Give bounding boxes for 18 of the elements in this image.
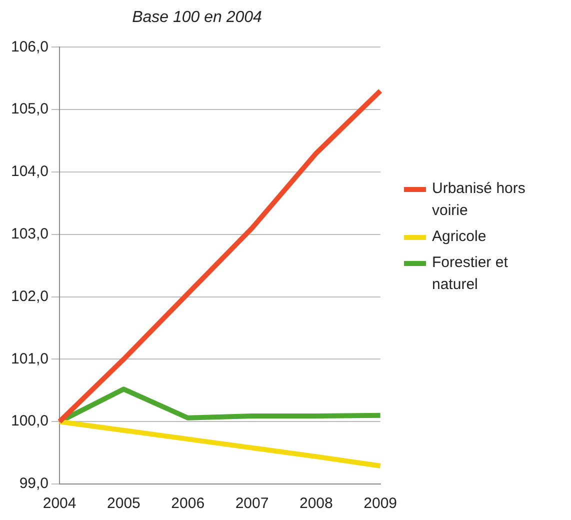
legend-label: Urbanisé hors voirie (432, 179, 526, 221)
chart-title: Base 100 en 2004 (132, 9, 262, 26)
x-tick-label: 2007 (235, 495, 269, 512)
y-tick-label: 101,0 (10, 350, 49, 368)
legend-label: Forestier et naturel (432, 253, 509, 295)
y-tick-label: 106,0 (10, 38, 49, 56)
y-tick-label: 105,0 (10, 100, 49, 118)
x-tick-label: 2006 (171, 495, 205, 512)
legend-label: Agricole (432, 227, 486, 247)
x-tick-label: 2008 (299, 495, 333, 512)
y-tick-label: 104,0 (10, 163, 49, 180)
x-tick-label: 2004 (42, 495, 76, 512)
y-tick-label: 99,0 (19, 475, 49, 492)
y-tick-label: 100,0 (10, 412, 49, 430)
x-tick-label: 2005 (107, 495, 140, 512)
x-tick-label: 2009 (364, 495, 398, 512)
y-tick-label: 103,0 (10, 226, 49, 243)
y-tick-label: 102,0 (10, 288, 49, 305)
